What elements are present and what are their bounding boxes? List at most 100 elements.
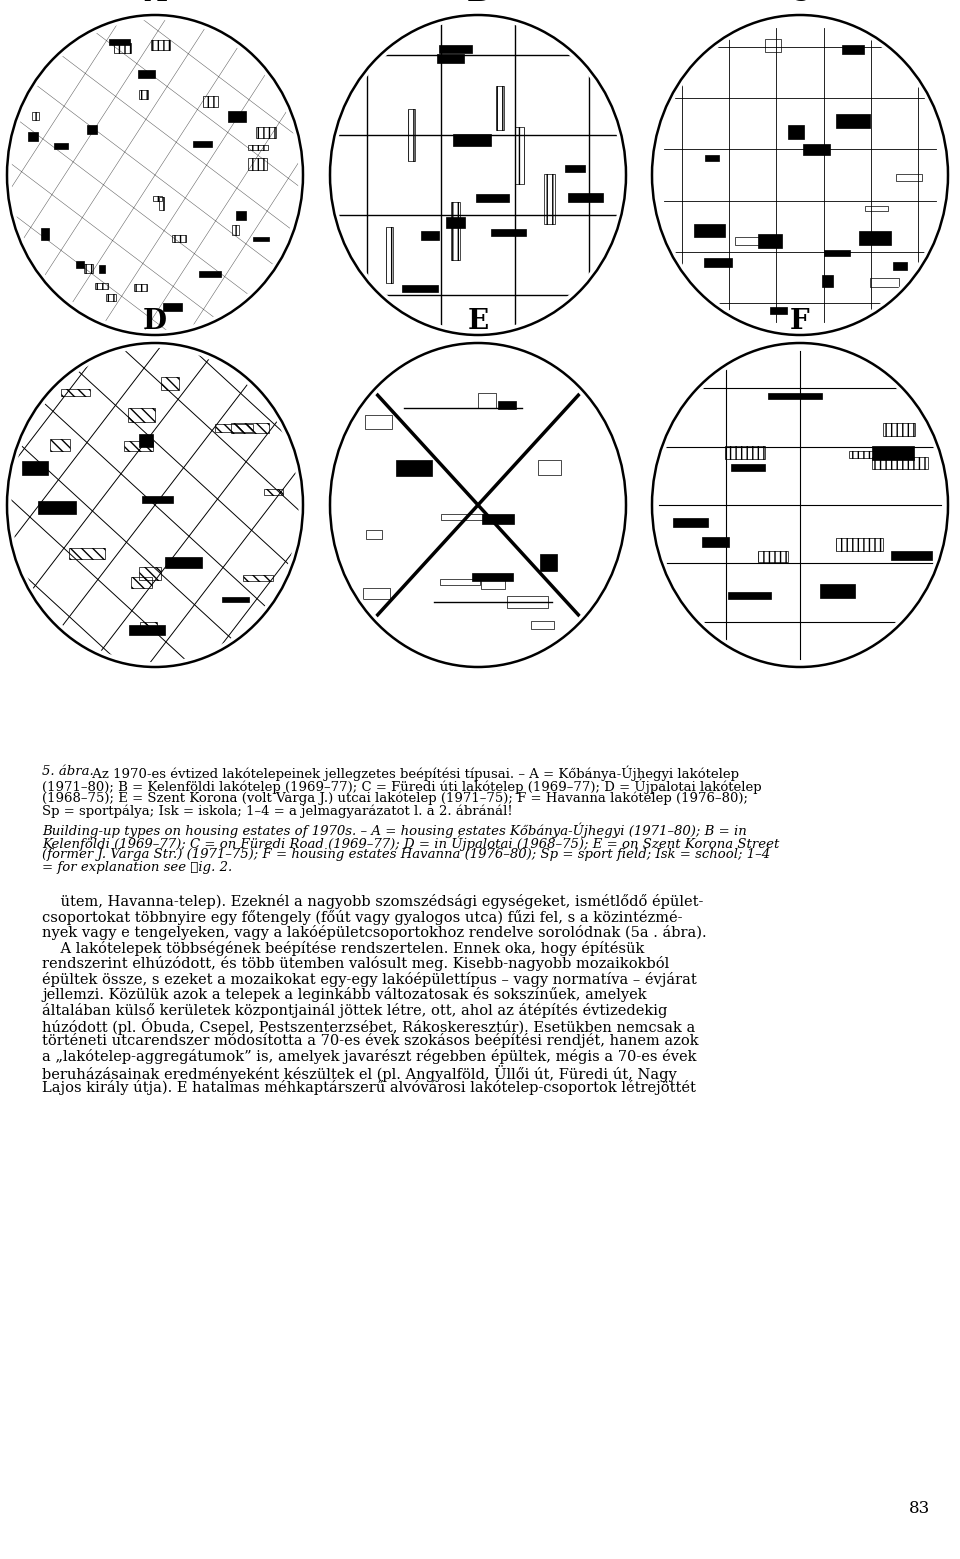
Bar — [50, 438, 70, 451]
Bar — [158, 196, 164, 209]
Bar — [836, 114, 870, 128]
Bar — [139, 90, 148, 100]
Bar — [451, 201, 460, 260]
Text: (former J. Varga Str.) (1971–75); F = housing estates Havanna (1976–80); Sp = sp: (former J. Varga Str.) (1971–75); F = ho… — [42, 848, 770, 861]
Bar — [725, 446, 765, 458]
Bar — [154, 196, 162, 201]
Bar — [54, 143, 68, 148]
Bar — [248, 157, 267, 170]
Bar — [728, 592, 771, 599]
Bar — [151, 41, 170, 50]
Bar — [142, 496, 174, 504]
Bar — [438, 55, 465, 64]
Bar — [32, 112, 38, 120]
Bar — [134, 284, 147, 292]
Text: A lakótelepek többségének beépítése rendszertelen. Ennek oka, hogy építésük: A lakótelepek többségének beépítése rend… — [42, 940, 644, 956]
Bar — [22, 461, 48, 475]
Bar — [567, 193, 603, 203]
Text: nyek vagy e tengelyeken, vagy a lakóépületcsoportokhoz rendelve sorolódnak (5a .: nyek vagy e tengelyeken, vagy a lakóépül… — [42, 924, 707, 940]
Bar — [865, 206, 888, 210]
Bar — [820, 585, 855, 597]
Bar — [386, 228, 393, 282]
Bar — [849, 451, 881, 458]
Bar — [453, 134, 491, 147]
Text: a „lakótelep-aggregátumok” is, amelyek javarészt régebben épültek, mégis a 70-es: a „lakótelep-aggregátumok” is, amelyek j… — [42, 1049, 697, 1063]
Text: beruházásainak eredményeként készültek el (pl. Angyalföld, Üllői út, Füredi út, : beruházásainak eredményeként készültek e… — [42, 1065, 677, 1082]
Bar — [236, 210, 246, 220]
Bar — [76, 262, 84, 268]
Text: E: E — [468, 307, 489, 335]
Bar — [108, 39, 131, 45]
Bar — [491, 229, 526, 235]
Bar — [396, 460, 432, 475]
Text: rendszerint elhúzódott, és több ütemben valósult meg. Kisebb-nagyobb mozaikokból: rendszerint elhúzódott, és több ütemben … — [42, 956, 669, 971]
Ellipse shape — [7, 343, 303, 667]
Text: általában külső kerületek központjainál jöttek létre, ott, ahol az átépítés évti: általában külső kerületek központjainál … — [42, 1002, 667, 1018]
Bar — [172, 235, 186, 242]
Bar — [732, 465, 765, 471]
Bar — [543, 173, 555, 224]
Bar — [803, 143, 829, 154]
Bar — [421, 231, 440, 240]
Bar — [858, 231, 892, 245]
Bar — [694, 224, 726, 237]
Bar — [896, 175, 923, 181]
Bar — [87, 125, 97, 134]
Bar — [478, 393, 495, 408]
Bar — [842, 45, 864, 55]
Bar — [37, 500, 76, 513]
Bar — [363, 588, 391, 599]
Ellipse shape — [330, 16, 626, 335]
Bar — [824, 249, 850, 256]
Bar — [228, 111, 246, 122]
Bar — [138, 70, 155, 78]
Bar — [366, 530, 382, 538]
Bar — [893, 262, 906, 270]
Text: ütem, Havanna-telep). Ezeknél a nagyobb szomszédsági egységeket, ismétlődő épüle: ütem, Havanna-telep). Ezeknél a nagyobb … — [42, 893, 704, 909]
Text: épültek össze, s ezeket a mozaikokat egy-egy lakóépülettípus – vagy normatíva – : épültek össze, s ezeket a mozaikokat egy… — [42, 971, 697, 987]
Bar — [770, 307, 786, 313]
Text: Az 1970-es évtized lakótelepeinek jellegzetes beépítési típusai. – A = Kőbánya-Ú: Az 1970-es évtized lakótelepeinek jelleg… — [88, 765, 739, 781]
Bar — [84, 263, 93, 273]
Bar — [264, 490, 283, 494]
Bar — [215, 424, 252, 432]
Bar — [481, 575, 505, 589]
Bar — [402, 285, 438, 292]
Ellipse shape — [7, 16, 303, 335]
Text: történeti utcarendszer módosította a 70-es évek szokásos beépítési rendjét, hane: történeti utcarendszer módosította a 70-… — [42, 1034, 699, 1049]
Bar — [113, 44, 132, 53]
Bar — [758, 234, 782, 248]
Bar — [124, 441, 154, 451]
Bar — [872, 457, 928, 469]
Bar — [160, 377, 179, 390]
Bar — [408, 109, 416, 161]
Bar — [768, 393, 823, 399]
Bar — [222, 597, 249, 602]
Bar — [704, 259, 732, 267]
Bar — [515, 128, 524, 184]
Bar — [540, 555, 558, 571]
Bar — [822, 276, 833, 287]
Bar — [200, 271, 221, 278]
Bar — [498, 401, 516, 408]
Text: Sp = sportpálya; Isk = iskola; 1–4 = a jelmagyarázatot l. a 2. ábránál!: Sp = sportpálya; Isk = iskola; 1–4 = a j… — [42, 804, 513, 817]
Text: csoportokat többnyire egy főtengely (főút vagy gyalogos utca) fűzi fel, s a közi: csoportokat többnyire egy főtengely (főú… — [42, 909, 683, 924]
Bar — [28, 133, 38, 140]
Bar — [106, 295, 116, 301]
Bar — [705, 154, 719, 161]
Bar — [132, 577, 152, 588]
Text: A: A — [144, 0, 166, 6]
Bar — [365, 415, 392, 429]
Text: (1971–80); B = Kelenföldi lakótelep (1969–77); C = Füredi úti lakótelep (1969–77: (1971–80); B = Kelenföldi lakótelep (196… — [42, 778, 761, 794]
Text: (1968–75); E = Szent Korona (volt Varga J.) utcai lakótelep (1971–75); F = Havan: (1968–75); E = Szent Korona (volt Varga … — [42, 790, 748, 804]
Bar — [765, 39, 780, 51]
Bar — [231, 424, 269, 433]
Bar — [757, 550, 788, 561]
Bar — [872, 446, 914, 460]
Ellipse shape — [652, 16, 948, 335]
Bar — [735, 237, 762, 245]
Text: Lajos király útja). E hatalmas méhkaptárszerű alvóvárosi lakótelep-csoportok lét: Lajos király útja). E hatalmas méhkaptár… — [42, 1080, 696, 1094]
Bar — [140, 622, 156, 628]
Bar — [870, 278, 899, 287]
Bar — [445, 217, 466, 228]
